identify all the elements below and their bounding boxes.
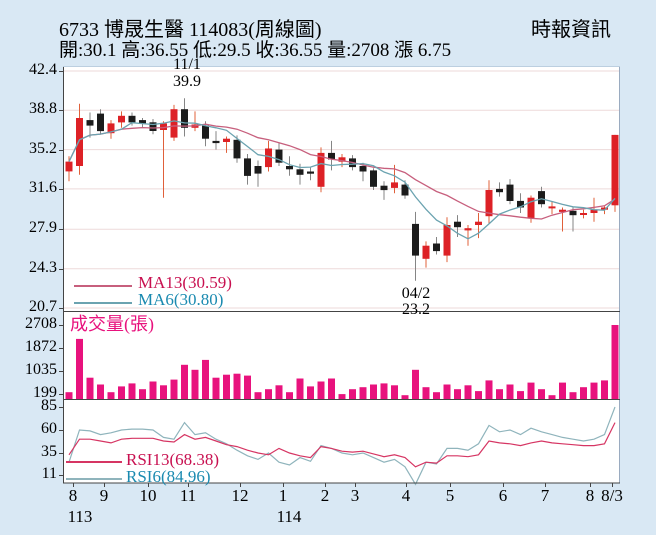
price-axis-label: 42.4: [29, 61, 57, 78]
axis-tick: [59, 430, 63, 431]
month-axis-label: 12: [231, 486, 249, 505]
trough-annotation-date: 04/2: [401, 285, 431, 302]
volume-axis-label: 1872: [25, 337, 57, 355]
volume-axis-label: 2708: [25, 315, 57, 332]
rsi-chart: [63, 400, 620, 486]
rsi6-legend-label: RSI6(84.96): [126, 467, 211, 486]
axis-tick: [59, 370, 63, 372]
trough-annotation-price: 23.2: [402, 301, 430, 318]
ma13-legend-line: [74, 285, 132, 287]
ma6-legend-line: [74, 302, 132, 304]
axis-tick: [283, 483, 284, 487]
volume-axis-label: 1035: [25, 360, 57, 378]
axis-tick: [73, 483, 74, 487]
axis-tick: [59, 347, 63, 349]
price-axis-label: 35.2: [29, 139, 57, 157]
axis-tick: [59, 110, 63, 112]
axis-tick: [59, 407, 63, 408]
axis-tick: [188, 483, 189, 487]
axis-tick: [148, 483, 149, 487]
month-axis-label: 5: [445, 486, 455, 505]
month-axis-label: 3: [350, 486, 360, 505]
year-axis-label: 114: [276, 507, 302, 526]
rsi-axis-label: 85: [41, 397, 57, 414]
axis-tick: [59, 229, 63, 231]
axis-tick: [406, 483, 407, 487]
axis-tick: [59, 393, 63, 395]
axis-tick: [59, 475, 63, 477]
ohlc-quote-line: 開:30.1 高:36.55 低:29.5 收:36.55 量:2708 漲 6…: [59, 40, 452, 61]
axis-tick: [104, 483, 105, 487]
month-axis-label: 6: [498, 486, 508, 505]
axis-tick: [503, 483, 504, 487]
rsi-axis-label: 60: [41, 420, 57, 437]
month-axis-label: 9: [99, 486, 109, 505]
rsi6-legend-line: [66, 478, 122, 480]
axis-tick: [545, 483, 546, 487]
axis-tick: [59, 325, 63, 326]
peak-annotation-price: 39.9: [173, 73, 201, 90]
axis-tick: [59, 188, 63, 190]
axis-tick: [59, 268, 63, 270]
price-axis-label: 31.6: [29, 178, 57, 196]
axis-tick: [59, 453, 63, 454]
month-axis-label: 2: [320, 486, 330, 505]
axis-tick: [590, 483, 591, 487]
volume-chart: [63, 312, 620, 400]
axis-tick: [59, 71, 63, 72]
axis-tick: [59, 149, 63, 151]
month-axis-label: 7: [540, 486, 550, 505]
axis-tick: [355, 483, 356, 487]
rsi13-legend-label: RSI13(68.38): [126, 450, 220, 469]
month-axis-label: 8: [585, 486, 595, 505]
price-axis-label: 27.9: [29, 219, 57, 237]
axis-tick: [325, 483, 326, 487]
month-axis-label: 10: [139, 486, 157, 505]
year-axis-label: 113: [67, 507, 93, 526]
chart-title: 6733 博晟生醫 114083(周線圖): [59, 19, 322, 41]
price-axis-label: 24.3: [29, 258, 57, 276]
data-source-label: 時報資訊: [531, 19, 611, 41]
price-axis-label: 20.7: [29, 297, 57, 315]
ma13-legend-label: MA13(30.59): [138, 273, 232, 292]
axis-tick: [240, 483, 241, 487]
ma6-legend-label: MA6(30.80): [138, 290, 224, 309]
month-axis-label: 1: [278, 486, 288, 505]
price-axis-label: 38.8: [29, 100, 57, 118]
candlestick-chart: [63, 66, 620, 312]
month-axis-label: 11: [179, 486, 197, 505]
rsi-axis-label: 11: [41, 465, 57, 483]
axis-tick: [612, 483, 613, 487]
volume-axis-label: 199: [33, 383, 57, 401]
axis-tick: [450, 483, 451, 487]
volume-panel-title: 成交量(張): [70, 314, 154, 334]
axis-tick: [59, 307, 63, 309]
month-axis-label: 8/3: [601, 486, 623, 505]
rsi-axis-label: 35: [41, 443, 57, 460]
rsi13-legend-line: [66, 461, 122, 463]
month-axis-label: 8: [68, 486, 78, 505]
peak-annotation-date: 11/1: [173, 56, 201, 73]
month-axis-label: 4: [401, 486, 411, 505]
